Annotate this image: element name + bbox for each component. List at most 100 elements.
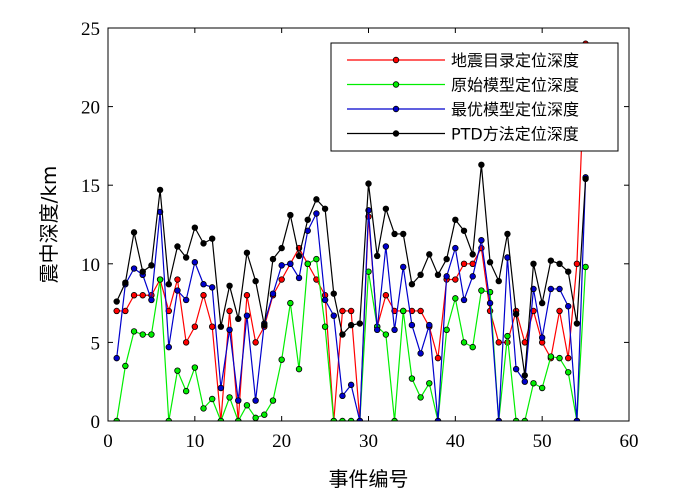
y-tick-label: 0	[91, 412, 101, 433]
data-point	[460, 260, 468, 267]
x-tick-label: 50	[533, 431, 552, 452]
data-point	[426, 321, 433, 329]
series-group	[113, 40, 589, 421]
data-point	[538, 384, 546, 392]
data-point	[347, 321, 355, 329]
legend-item: 原始模型定位深度	[347, 76, 579, 95]
x-tick-label: 30	[359, 431, 378, 452]
legend-marker	[392, 56, 400, 64]
data-point	[295, 274, 303, 282]
data-point	[200, 292, 207, 299]
legend-item: 最优模型定位深度	[347, 100, 579, 119]
data-point	[547, 257, 555, 264]
data-point	[208, 235, 216, 242]
data-point	[486, 299, 494, 307]
data-point	[347, 307, 355, 315]
data-point	[174, 367, 181, 374]
data-point	[330, 290, 337, 297]
x-tick-label: 40	[446, 431, 465, 452]
data-point	[443, 255, 450, 263]
data-point	[538, 334, 546, 341]
data-point	[243, 292, 251, 299]
data-point	[304, 260, 311, 267]
data-point	[130, 265, 138, 272]
y-axis-title: 震中深度/km	[37, 166, 61, 284]
data-point	[226, 282, 233, 290]
data-point	[313, 255, 320, 263]
data-point	[226, 394, 233, 401]
data-point	[243, 312, 251, 319]
data-point	[122, 307, 129, 315]
data-point	[417, 394, 424, 401]
data-point	[235, 397, 242, 404]
legend-marker	[392, 130, 400, 137]
data-point	[182, 254, 190, 261]
data-point	[512, 365, 520, 373]
data-point	[504, 230, 511, 238]
data-point	[347, 381, 355, 389]
data-point	[252, 414, 259, 421]
data-point	[382, 205, 390, 212]
data-point	[208, 323, 216, 330]
y-tick-label: 25	[81, 19, 100, 40]
data-point	[208, 284, 216, 291]
data-point	[243, 249, 251, 256]
data-point	[252, 397, 259, 404]
data-point	[521, 378, 528, 385]
data-point	[426, 251, 433, 258]
data-point	[565, 354, 572, 362]
data-point	[452, 276, 459, 283]
data-point	[408, 281, 416, 288]
data-point	[278, 356, 285, 363]
data-point	[295, 252, 303, 260]
data-point	[217, 417, 225, 421]
data-point	[391, 326, 398, 334]
data-point	[122, 362, 129, 370]
data-point	[148, 262, 155, 269]
data-point	[452, 244, 459, 252]
y-tick-label: 15	[81, 176, 100, 197]
data-point	[182, 339, 190, 346]
data-point	[243, 402, 251, 409]
y-tick-label: 20	[81, 98, 100, 119]
data-point	[165, 417, 172, 421]
data-point	[434, 417, 442, 421]
data-point	[426, 380, 433, 387]
data-point	[122, 279, 129, 286]
data-point	[530, 380, 537, 387]
data-point	[382, 243, 390, 250]
data-point	[200, 281, 207, 288]
data-point	[313, 196, 320, 203]
data-point	[391, 230, 398, 238]
data-point	[191, 259, 199, 266]
data-point	[252, 339, 259, 346]
data-point	[113, 298, 120, 305]
data-point	[460, 339, 468, 346]
data-point	[521, 417, 528, 421]
data-point	[417, 350, 424, 357]
data-point	[139, 331, 146, 338]
data-point	[521, 372, 528, 379]
data-point	[304, 216, 311, 223]
x-tick-label: 10	[185, 431, 204, 452]
data-point	[113, 307, 120, 315]
data-point	[460, 227, 468, 234]
data-point	[165, 343, 172, 351]
data-point	[495, 339, 502, 346]
x-axis-title: 事件编号	[329, 467, 409, 491]
data-point	[530, 260, 537, 267]
data-point	[556, 260, 563, 267]
data-point	[339, 417, 346, 421]
data-point	[478, 161, 485, 168]
data-point	[556, 307, 563, 315]
data-point	[217, 384, 225, 392]
data-point	[504, 332, 511, 340]
data-point	[556, 285, 563, 293]
series-4	[113, 161, 589, 379]
data-point	[512, 417, 520, 421]
data-point	[512, 310, 520, 318]
legend-item: PTD方法定位深度	[347, 125, 579, 144]
plot-area	[113, 40, 589, 421]
data-point	[495, 277, 502, 285]
